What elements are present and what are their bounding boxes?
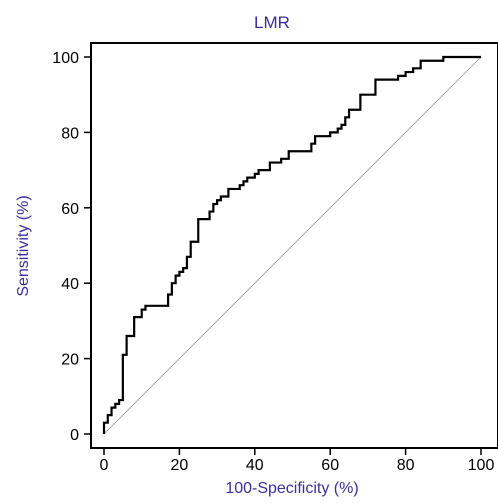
x-axis-label: 100-Specificity (%) [225, 480, 358, 497]
y-tick-label: 80 [61, 125, 79, 142]
y-axis-label: Sensitivity (%) [15, 195, 32, 296]
x-tick-label: 0 [100, 457, 109, 474]
reference-diagonal-line [103, 56, 482, 435]
x-tick-label: 60 [321, 457, 339, 474]
y-tick-label: 60 [61, 201, 79, 218]
x-tick-label: 40 [246, 457, 264, 474]
roc-curve-line [102, 55, 481, 434]
y-axis-ticks: 0 20 40 60 80 100 [52, 50, 91, 444]
y-tick-label: 0 [70, 427, 79, 444]
y-tick-label: 20 [61, 352, 79, 369]
chart-title: LMR [254, 13, 290, 32]
x-axis-ticks: 0 20 40 60 80 100 [100, 448, 495, 474]
plot-frame [90, 42, 498, 449]
roc-curve-layer [102, 55, 481, 434]
y-tick-label: 40 [61, 276, 79, 293]
x-tick-label: 80 [397, 457, 415, 474]
reference-diagonal-layer [103, 56, 482, 435]
x-tick-label: 100 [468, 457, 495, 474]
y-tick-label: 100 [52, 50, 79, 67]
x-tick-label: 20 [171, 457, 189, 474]
